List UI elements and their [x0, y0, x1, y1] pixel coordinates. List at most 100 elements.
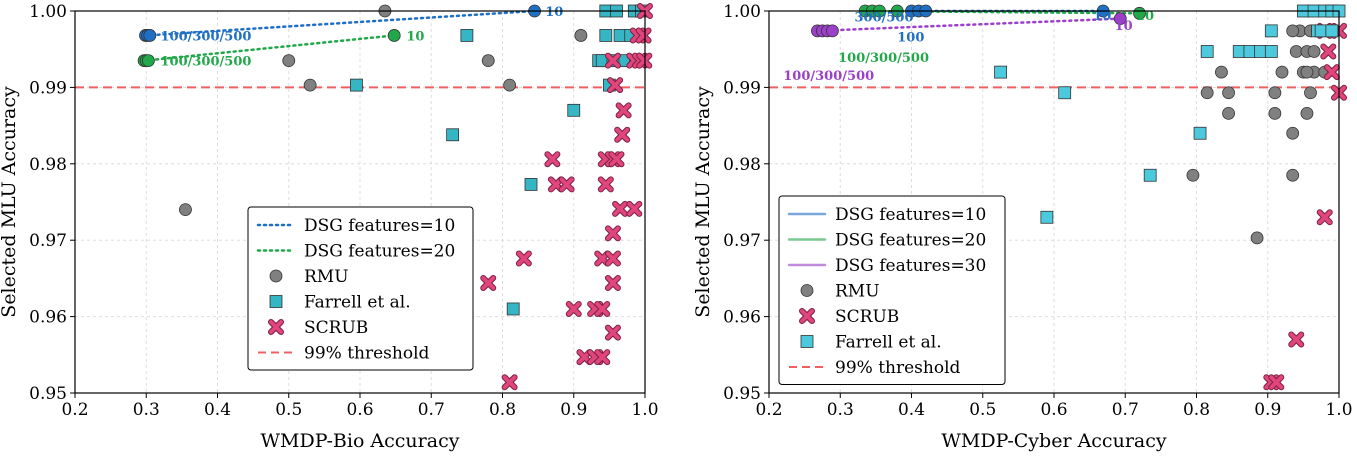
rmu-point	[574, 29, 588, 42]
farrell-et-al--point	[613, 29, 627, 42]
legend-label: RMU	[835, 282, 880, 302]
legend-label: SCRUB	[304, 318, 368, 338]
annotation: 100	[897, 30, 924, 45]
x-axis-label: WMDP-Bio Accuracy	[261, 430, 460, 452]
farrell-et-al--point	[1040, 210, 1054, 224]
dsg-point	[1133, 6, 1146, 20]
annotation: 10	[406, 29, 424, 44]
scrub-point	[598, 177, 613, 192]
scrub-point	[605, 53, 620, 68]
dsg-point	[141, 54, 155, 68]
rmu-point	[503, 78, 517, 92]
y-tick-label: 0.95	[29, 384, 67, 404]
x-tick-label: 0.8	[1183, 400, 1210, 420]
scrub-point	[595, 350, 610, 365]
x-tick-label: 0.7	[418, 400, 445, 420]
scrub-point	[605, 251, 620, 266]
farrell-et-al--point	[599, 29, 613, 42]
points	[137, 3, 653, 391]
x-tick-label: 1.0	[631, 400, 658, 420]
rmu-point	[1200, 86, 1214, 100]
rmu-point	[1304, 86, 1317, 100]
plot-0: 0.2 0.3 0.4 0.5 0.6 0.7 0.8 0.9 1.0 0.95 0.96 0.97 0…	[0, 2, 659, 452]
plot-1: 0.2 0.3 0.4 0.5 0.6 0.7 0.8 0.9 1.0 0.95 0.96 0.97 0…	[692, 2, 1353, 452]
farrell-et-al--point	[1243, 45, 1257, 58]
legend-label: Farrell et al.	[304, 293, 411, 313]
rmu-point	[481, 54, 495, 68]
dsg-point	[1113, 12, 1127, 26]
y-tick-label: 1.00	[723, 2, 761, 22]
y-axis-label: Selected MLU Accuracy	[692, 86, 714, 318]
rmu-point	[303, 78, 317, 92]
legend-marker	[269, 269, 283, 283]
scrub-point	[627, 201, 642, 216]
scrub-point	[481, 275, 496, 290]
x-tick-label: 0.6	[1040, 400, 1067, 420]
y-tick-label: 0.96	[723, 308, 761, 328]
dsg-point	[826, 24, 839, 38]
rmu-point	[179, 203, 192, 217]
legend-box	[778, 195, 1006, 385]
farrell-et-al--point	[994, 65, 1007, 79]
legend: DSG features=10 DSG features=20 RMU Farrell…	[247, 206, 474, 371]
dsg-line	[144, 9, 536, 37]
x-tick-label: 0.2	[755, 400, 782, 420]
legend-marker	[800, 284, 814, 297]
scrub-point	[1321, 44, 1336, 59]
rmu-point	[1215, 65, 1228, 79]
annotation: 100/300/500	[838, 51, 929, 66]
annotation: 100/300/500	[161, 55, 252, 70]
farrell-et-al--point	[350, 78, 363, 92]
legend-label: SCRUB	[835, 307, 899, 327]
rmu-point	[1286, 168, 1300, 182]
farrell-et-al--point	[1314, 24, 1328, 38]
scrub-point	[613, 201, 628, 216]
annotation: 100/300/500	[161, 29, 252, 44]
rmu-point	[1300, 106, 1314, 120]
farrell-et-al--point	[1264, 45, 1278, 58]
annotation: 10	[1093, 9, 1111, 24]
rmu-point	[1275, 65, 1289, 79]
scrub-point	[608, 78, 623, 93]
scrub-point	[1317, 210, 1332, 225]
y-tick-label: 0.99	[723, 78, 761, 98]
rmu-point	[1250, 231, 1264, 245]
legend-label: DSG features=20	[304, 242, 455, 262]
annotation: 10	[1115, 19, 1133, 34]
y-tick-label: 0.97	[29, 231, 67, 251]
farrell-et-al--point	[524, 178, 538, 191]
x-tick-label: 0.9	[560, 400, 587, 420]
y-tick-label: 0.98	[723, 155, 761, 175]
rmu-point	[1222, 86, 1235, 100]
legend-label: RMU	[304, 267, 349, 287]
dsg-line	[816, 17, 1122, 33]
y-tick-label: 0.97	[723, 231, 761, 251]
dsg-line	[863, 9, 1141, 15]
scrub-point	[1324, 65, 1339, 80]
scrub-point	[616, 103, 631, 118]
scrub-point	[615, 127, 630, 142]
scrub-point	[516, 251, 531, 266]
scrub-point	[609, 152, 624, 167]
rmu-point	[1222, 106, 1235, 120]
y-tick-label: 0.95	[723, 384, 761, 404]
y-axis-label: Selected MLU Accuracy	[0, 86, 20, 318]
y-tick-label: 1.00	[29, 2, 67, 22]
legend-label: 99% threshold	[304, 344, 430, 364]
y-tick-label: 0.98	[29, 155, 67, 175]
farrell-et-al--point	[1325, 24, 1339, 38]
farrell-et-al--point	[1143, 168, 1157, 182]
y-tick-label: 0.99	[29, 78, 67, 98]
x-tick-label: 0.8	[489, 400, 516, 420]
farrell-et-al--point	[1254, 45, 1268, 58]
farrell-et-al--point	[506, 302, 520, 316]
legend-label: 99% threshold	[835, 358, 961, 378]
x-tick-label: 0.5	[275, 400, 302, 420]
legend-box	[247, 206, 474, 371]
legend-label: DSG features=30	[835, 256, 986, 276]
scrub-point	[595, 301, 610, 316]
rmu-point	[1268, 106, 1282, 120]
x-tick-label: 0.3	[133, 400, 160, 420]
legend-label: DSG features=20	[835, 231, 986, 251]
annotation: 10	[1136, 9, 1154, 24]
